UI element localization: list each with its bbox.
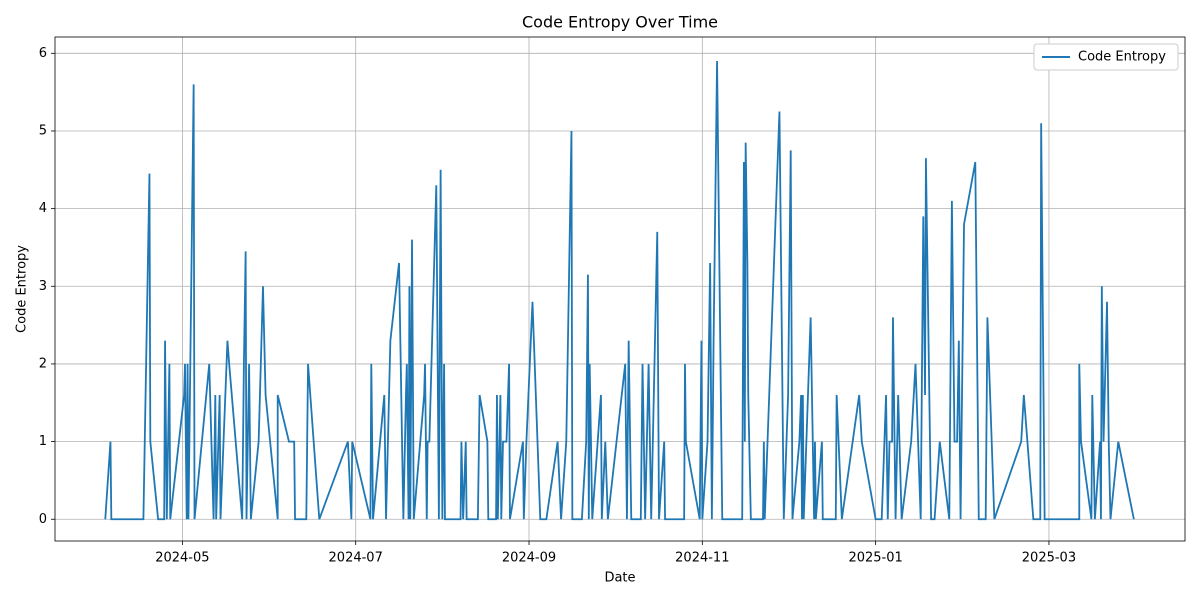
data-line: [104, 61, 1135, 521]
x-axis-label: Date: [604, 571, 635, 586]
x-tick-label: 2024-07: [329, 551, 383, 566]
y-tick-label: 4: [39, 201, 47, 216]
x-tick-label: 2024-09: [502, 551, 556, 566]
x-tick-label: 2025-03: [1022, 551, 1076, 566]
plot-area: [104, 61, 1135, 521]
legend: Code Entropy: [1033, 43, 1179, 71]
legend-box: [1033, 43, 1179, 71]
x-tick-label: 2025-01: [848, 551, 902, 566]
axes-frame: [54, 36, 1186, 542]
chart-title: Code Entropy Over Time: [522, 13, 718, 32]
x-tick-label: 2024-11: [675, 551, 729, 566]
y-tick-label: 3: [39, 279, 47, 294]
legend-label: Code Entropy: [1078, 50, 1166, 65]
y-tick-label: 1: [39, 434, 47, 449]
y-tick-label: 0: [39, 512, 47, 527]
y-tick-label: 2: [39, 356, 47, 371]
x-tick-label: 2024-05: [155, 551, 209, 566]
y-tick-label: 6: [39, 46, 47, 61]
y-tick-label: 5: [39, 123, 47, 138]
y-axis-label: Code Entropy: [15, 245, 30, 333]
